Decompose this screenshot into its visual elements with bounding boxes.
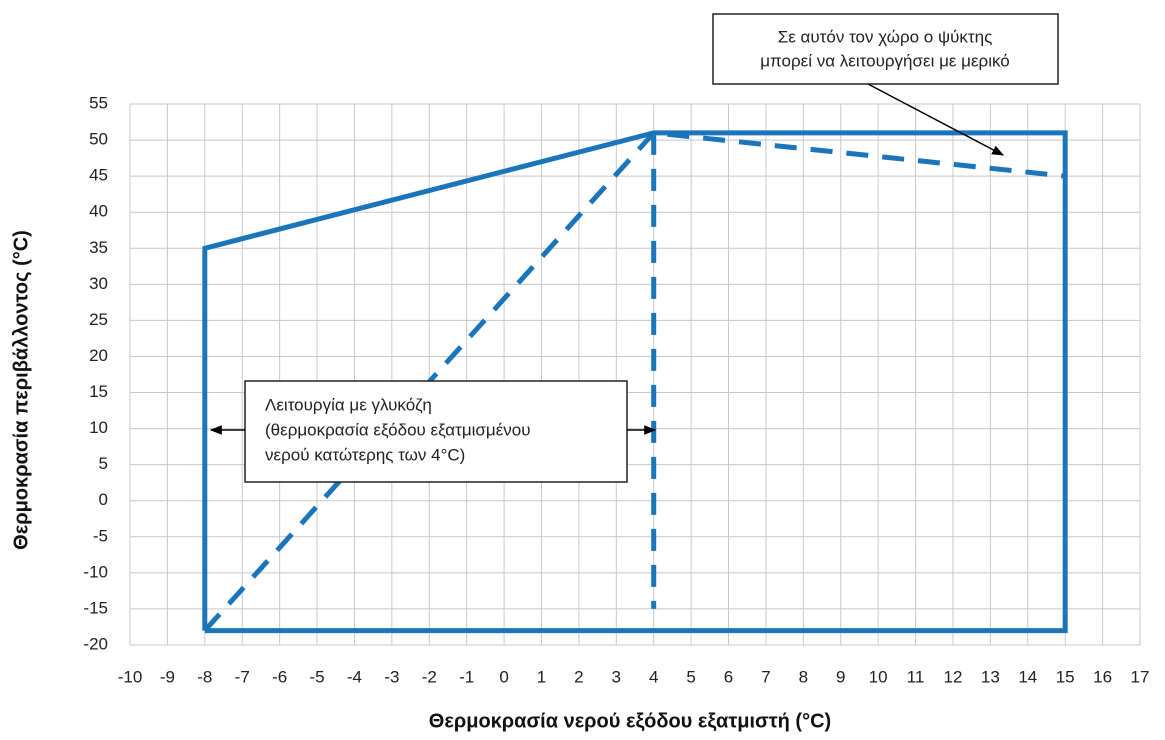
x-tick-label: 9	[836, 667, 845, 686]
y-tick-label: 40	[89, 202, 108, 221]
annotation-text: (θερμοκρασία εξόδου εξατμισμένου	[265, 420, 531, 439]
x-tick-label: 15	[1056, 667, 1075, 686]
plot-background	[130, 104, 1140, 645]
x-tick-label: -7	[235, 667, 250, 686]
y-tick-label: 35	[89, 238, 108, 257]
plot-area: -10 -9 -8 -7 -6 -5 -4 -3 -2 -1 0 1 2 3 4 5 6 7 8 9 10 11 12 13 1…	[83, 93, 1149, 686]
annotation-text: μπορεί να λειτουργήσει με μερικό	[760, 51, 1009, 70]
x-tick-label: 16	[1093, 667, 1112, 686]
envelope-line	[202, 130, 1068, 634]
y-axis-label: Θερμοκρασία περιβάλλοντος (°C)	[10, 230, 32, 550]
y-tick-label: -10	[83, 562, 108, 581]
y-tick-label: 45	[89, 166, 108, 185]
annotation-top: Σε αυτόν τον χώρο ο ψύκτης μπορεί να λει…	[712, 13, 1059, 156]
y-tick-label: -15	[83, 598, 108, 617]
x-axis-label: Θερμοκρασία νερού εξόδου εξατμιστή (°C)	[429, 710, 831, 732]
annotation-arrow	[867, 83, 1005, 156]
y-tick-label: -5	[93, 526, 108, 545]
annotation-box	[244, 380, 628, 483]
x-tick-label: -10	[118, 667, 143, 686]
x-tick-label: 3	[612, 667, 621, 686]
x-tick-label: 4	[649, 667, 658, 686]
x-tick-label: 13	[981, 667, 1000, 686]
x-tick-label: -1	[459, 667, 474, 686]
y-tick-label: 25	[89, 310, 108, 329]
annotation-text: Σε αυτόν τον χώρο ο ψύκτης	[778, 27, 993, 46]
y-tick-label: 10	[89, 418, 108, 437]
x-tick-label: 11	[907, 667, 925, 686]
x-tick-label: 8	[799, 667, 808, 686]
x-tick-label: 5	[686, 667, 695, 686]
x-tick-label: -8	[197, 667, 212, 686]
annotation-text: Λειτουργία με γλυκόζη	[265, 395, 432, 414]
x-tick-label: -9	[160, 667, 175, 686]
y-tick-label: 50	[89, 130, 108, 149]
x-tick-label: 17	[1131, 667, 1150, 686]
y-tick-label: 0	[99, 490, 108, 509]
x-tick-label: -6	[272, 667, 287, 686]
x-tick-label: -4	[347, 667, 362, 686]
x-tick-label: -5	[309, 667, 324, 686]
y-tick-label: 30	[89, 274, 108, 293]
x-tick-label: 12	[944, 667, 963, 686]
x-tick-label: 10	[869, 667, 888, 686]
y-tick-label: 20	[89, 346, 108, 365]
y-tick-label: 15	[89, 382, 108, 401]
y-tick-label: 55	[89, 93, 108, 112]
annotation-middle: Λειτουργία με γλυκόζη (θερμοκρασία εξόδο…	[209, 380, 657, 483]
x-tick-label: 6	[724, 667, 733, 686]
x-tick-label: 1	[537, 667, 546, 686]
x-tick-label: 7	[761, 667, 770, 686]
x-tick-label: 0	[499, 667, 508, 686]
y-tick-label: -20	[83, 634, 108, 653]
x-tick-label: -2	[422, 667, 437, 686]
annotation-box	[712, 13, 1059, 85]
x-tick-label: 14	[1018, 667, 1037, 686]
x-tick-label: 2	[574, 667, 583, 686]
x-tick-label: -3	[384, 667, 399, 686]
annotation-text: νερού κατώτερης των 4°C)	[265, 445, 465, 464]
y-tick-label: 5	[99, 454, 108, 473]
